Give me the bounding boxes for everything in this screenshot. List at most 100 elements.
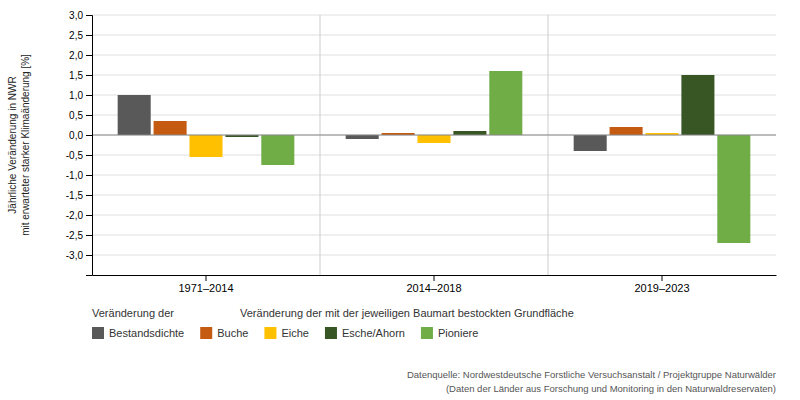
y-tick-label: -0,5: [66, 150, 84, 161]
legend-label: Bestandsdichte: [109, 327, 184, 339]
legend-swatch: [200, 327, 212, 339]
bar-series: [154, 121, 643, 135]
bar: [189, 135, 222, 157]
legend-item: Pioniere: [421, 327, 478, 339]
group-separator: [548, 15, 549, 275]
chart: -3,0 -2,5 -2,0 -1,5 -1,0 -0,5 0,0 0,5 1,0 1,5 2,0 2…: [0, 0, 800, 400]
legend-swatch: [92, 327, 104, 339]
y-tick-mark: [86, 135, 92, 136]
y-tick-label: -1,5: [66, 190, 84, 201]
x-tick-label: 2019–2023: [634, 282, 689, 294]
grid-line: [92, 55, 776, 56]
grid: [92, 15, 776, 255]
bar-series: [225, 75, 714, 137]
y-tick: 1,0: [69, 90, 92, 101]
y-tick-label: 0,5: [69, 110, 83, 121]
y-tick-mark: [86, 175, 92, 176]
y-tick: 0,5: [69, 110, 92, 121]
y-tick: -2,0: [66, 210, 92, 221]
bar: [489, 71, 522, 135]
x-tick-mark: [662, 275, 663, 281]
x-tick-label: 2014–2018: [406, 282, 461, 294]
y-tick-mark: [86, 215, 92, 216]
y-tick-label: 3,0: [69, 10, 83, 21]
legend-item: Buche: [200, 327, 248, 339]
grid-line: [92, 175, 776, 176]
grid-line: [92, 195, 776, 196]
y-tick-mark: [86, 95, 92, 96]
y-tick: 2,0: [69, 50, 92, 61]
bar: [346, 135, 379, 139]
grid-line: [92, 35, 776, 36]
y-tick: -2,5: [66, 230, 92, 241]
y-tick-mark: [86, 15, 92, 16]
y-tick: -3,0: [66, 250, 92, 261]
y-tick-mark: [86, 55, 92, 56]
bar: [453, 131, 486, 135]
y-tick-label: 2,0: [69, 50, 83, 61]
grid-line: [92, 75, 776, 76]
y-tick-label: 1,0: [69, 90, 83, 101]
plot: -3,0 -2,5 -2,0 -1,5 -1,0 -0,5 0,0 0,5 1,0 1,5 2,0 2…: [7, 10, 777, 294]
y-tick: 0,0: [69, 130, 92, 141]
group-separators: [320, 15, 548, 275]
zero-line: [92, 135, 776, 136]
legend-swatch: [421, 327, 433, 339]
y-tick: -1,0: [66, 170, 92, 181]
bar: [417, 135, 450, 143]
legend-header: Veränderung der mit der jeweiligen Bauma…: [240, 307, 574, 319]
y-tick-label: -3,0: [66, 250, 84, 261]
legend-label: Esche/Ahorn: [342, 327, 405, 339]
legend-label: Buche: [217, 327, 248, 339]
group-separator: [320, 15, 321, 275]
y-tick-label: 0,0: [69, 130, 83, 141]
legend-item: Bestandsdichte: [92, 327, 184, 339]
y-tick: -0,5: [66, 150, 92, 161]
x-tick: 2014–2018: [406, 275, 461, 294]
bar: [261, 135, 294, 165]
legend-swatch: [264, 327, 276, 339]
grid-line: [92, 135, 776, 136]
y-axis-title-line: mit erwarteter starker Klimaänderung [%]: [20, 54, 31, 236]
y-tick-mark: [86, 195, 92, 196]
bar: [717, 135, 750, 243]
legend: Bestandsdichte Buche Eiche Esche/Ahorn Pioni…: [92, 327, 478, 339]
y-axis-line: [86, 16, 93, 276]
y-tick: 3,0: [69, 10, 92, 21]
y-tick-label: 1,5: [69, 70, 83, 81]
legend-header: Veränderung der: [92, 307, 174, 319]
y-tick-label: 2,5: [69, 30, 83, 41]
legend-item: Esche/Ahorn: [325, 327, 405, 339]
bar: [610, 127, 643, 135]
y-tick-mark: [86, 155, 92, 156]
bar: [681, 75, 714, 135]
grid-line: [92, 235, 776, 236]
y-tick: 2,5: [69, 30, 92, 41]
y-tick-label: -2,0: [66, 210, 84, 221]
grid-line: [92, 115, 776, 116]
y-tick-mark: [86, 35, 92, 36]
grid-line: [92, 215, 776, 216]
source: Datenquelle: Nordwestdeutsche Forstliche…: [407, 369, 776, 380]
grid-line: [92, 95, 776, 96]
y-tick-label: -1,0: [66, 170, 84, 181]
y-axis-title-line: Jährliche Veränderung in NWR: [7, 76, 18, 213]
grid-line: [92, 255, 776, 256]
y-tick-mark: [86, 115, 92, 116]
y-tick-label: -2,5: [66, 230, 84, 241]
x-tick-mark: [434, 275, 435, 281]
x-tick-mark: [206, 275, 207, 281]
bar-series: [261, 71, 750, 243]
y-tick-mark: [86, 255, 92, 256]
x-tick: 2019–2023: [634, 275, 689, 294]
bar: [574, 135, 607, 151]
legend-label: Eiche: [281, 327, 309, 339]
x-tick: 1971–2014: [178, 275, 233, 294]
bars: [118, 71, 751, 243]
x-tick-label: 1971–2014: [178, 282, 233, 294]
y-tick: -1,5: [66, 190, 92, 201]
legend-swatch: [325, 327, 337, 339]
y-tick-mark: [86, 75, 92, 76]
grid-line: [92, 15, 776, 16]
y-tick: 1,5: [69, 70, 92, 81]
